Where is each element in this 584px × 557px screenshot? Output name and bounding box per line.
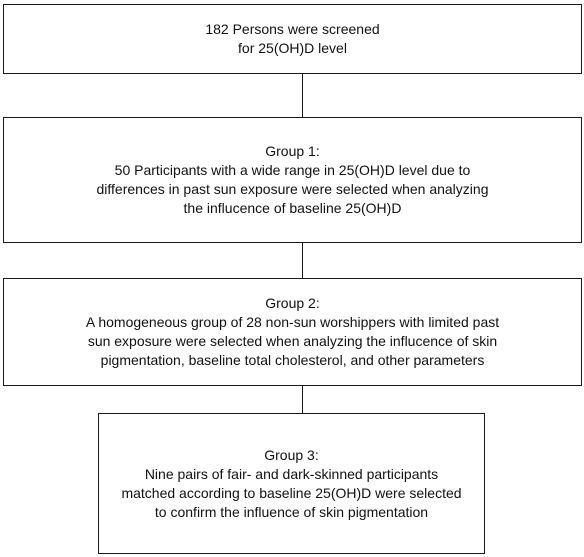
- connector-group2-to-group3: [302, 386, 303, 413]
- group1-text-line-1: 50 Participants with a wide range in 25(…: [114, 162, 471, 178]
- screening-box: 182 Persons were screened for 25(OH)D le…: [3, 4, 582, 74]
- group3-text-line-3: to confirm the influence of skin pigment…: [154, 503, 429, 520]
- screening-text-line-1: 182 Persons were screened: [205, 21, 380, 37]
- group2-title: Group 2:: [265, 295, 320, 311]
- connector-screening-to-group1: [302, 74, 303, 117]
- group1-title: Group 1:: [265, 143, 320, 159]
- group2-text-line-2: sun exposure were selected when analyzin…: [87, 333, 498, 349]
- group1-text-line-3: the influcence of baseline 25(OH)D: [183, 200, 402, 216]
- group3-box: Group 3: Nine pairs of fair- and dark-sk…: [98, 413, 485, 554]
- group2-text-line-1: A homogeneous group of 28 non-sun worshi…: [85, 314, 500, 330]
- connector-group1-to-group2: [302, 243, 303, 278]
- group3-text-line-2: matched according to baseline 25(OH)D we…: [121, 484, 462, 501]
- group2-text-line-3: pigmentation, baseline total cholesterol…: [100, 352, 485, 368]
- screening-text-line-2: for 25(OH)D level: [238, 40, 347, 56]
- group1-text-line-2: differences in past sun exposure were se…: [96, 181, 489, 197]
- group1-box: Group 1: 50 Participants with a wide ran…: [3, 117, 582, 243]
- group3-title: Group 3:: [264, 446, 319, 463]
- group2-box: Group 2: A homogeneous group of 28 non-s…: [3, 278, 582, 386]
- group3-text-line-1: Nine pairs of fair- and dark-skinned par…: [144, 465, 439, 482]
